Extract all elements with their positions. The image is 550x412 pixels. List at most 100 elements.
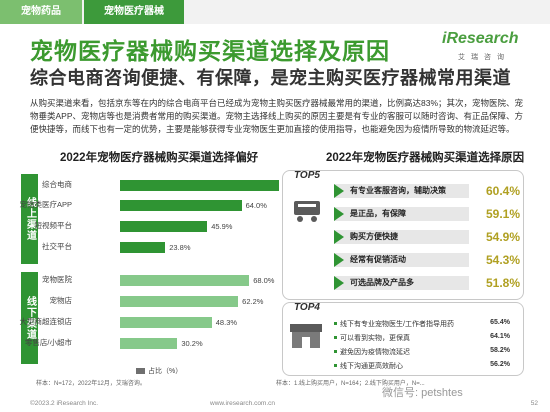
bar-row: 综合电商83.7% (40, 178, 304, 192)
footer-website[interactable]: www.iresearch.com.cn (210, 400, 276, 407)
cart-icon (294, 201, 320, 222)
bar-row: 零售店/小超市 30.2% (25, 336, 280, 350)
bar-value-label: 30.2% (181, 339, 203, 348)
description-paragraph: 从购买渠道来看，包括京东等在内的综合电商平台已经成为宠物主购买医疗器械最常用的渠… (30, 98, 524, 134)
reason-label: 可选品牌及产品多 (350, 278, 414, 287)
bar-value-label: 62.2% (242, 297, 264, 306)
tab-pet-medical-device[interactable]: 宠物医疗器械 (84, 0, 184, 24)
bar (120, 180, 280, 191)
bar-row: 宠物类医疗APP 64.0% (19, 198, 280, 212)
top5-badge: TOP5 (294, 170, 320, 181)
logo-text: iResearch (442, 30, 519, 47)
bar-category-label: 宠物类医疗APP (19, 200, 72, 209)
offline-reason-row: 可以看到实物，更保真 64.1% (334, 332, 514, 344)
offline-reason-label: 线下沟通更高效耐心 (340, 363, 403, 370)
bar-value-label: 23.8% (169, 243, 191, 252)
reason-label: 是正品，有保障 (350, 209, 406, 218)
bar-value-label: 45.9% (211, 222, 233, 231)
offline-reason-row: 线下有专业宠物医生/工作者指导用药 65.4% (334, 318, 514, 330)
chevron-icon (334, 276, 344, 290)
bar-category-label: 零售店/小超市 (24, 338, 72, 347)
top4-badge: TOP4 (294, 302, 320, 313)
offline-reason-row: 线下沟通更高效耐心 56.2% (334, 360, 514, 372)
offline-reason-label: 避免因为疫情物流延迟 (340, 349, 410, 356)
left-chart-title: 2022年宠物医疗器械购买渠道选择偏好 (60, 152, 259, 164)
bar (120, 338, 178, 349)
iresearch-logo: iResearch 艾瑞咨询 (442, 30, 522, 70)
bar-value-label: 64.0% (245, 201, 267, 210)
bar-row: 短视频平台 45.9% (35, 219, 280, 233)
right-sample-note: 样本：1.线上购买用户，N=164；2.线下购买用户，N=... (276, 381, 425, 387)
tab-pet-medicine[interactable]: 宠物药品 (0, 0, 82, 24)
bar (120, 296, 239, 307)
chevron-icon (334, 230, 344, 244)
bar-value-label: 48.3% (215, 318, 238, 327)
offline-reason-value: 64.1% (490, 333, 510, 340)
bar-category-label: 短视频平台 (34, 221, 73, 230)
legend-label: 占比（%） (148, 368, 183, 375)
footer-page-number: 52 (530, 400, 538, 407)
online-reason-row: 是正品，有保障 59.1% (334, 207, 524, 224)
offline-reason-value: 65.4% (490, 319, 510, 326)
reason-value: 51.8% (485, 276, 520, 290)
reason-background (334, 184, 469, 198)
offline-reason-label: 可以看到实物，更保真 (340, 335, 410, 342)
chevron-icon (334, 253, 344, 267)
reason-label: 有专业客服咨询，辅助决策 (350, 186, 446, 195)
reason-label: 购买方便快捷 (350, 232, 398, 241)
bar-row: 宠物医院 68.0% (40, 273, 280, 287)
offline-reason-value: 56.2% (490, 361, 510, 368)
online-reason-row: 经常有促销活动 54.3% (334, 253, 524, 270)
bar (120, 221, 208, 232)
footer: ©2023.2 iResearch Inc. www.iresearch.com… (0, 396, 550, 412)
reason-value: 54.3% (485, 253, 520, 267)
reason-background (334, 253, 469, 267)
reason-background (334, 207, 469, 221)
bar-row: 社交平台 23.8% (40, 240, 280, 254)
bullet-icon (334, 322, 337, 325)
bar (120, 242, 166, 253)
reason-value: 59.1% (485, 207, 520, 221)
reason-background (334, 230, 469, 244)
bar (120, 275, 250, 286)
offline-reasons-box (282, 302, 524, 376)
chevron-icon (334, 207, 344, 221)
bar (120, 200, 242, 211)
bar-row: 宠物店 62.2% (40, 294, 280, 308)
left-sample-note: 样本：N=172，2022年12月，艾瑞咨询。 (36, 381, 146, 387)
bar-row: 大型商超连锁店 48.3% (20, 315, 280, 329)
page-subtitle: 综合电商咨询便捷、有保障，是宠主购买医疗器械常用渠道 (30, 68, 511, 88)
wechat-watermark: 微信号: petshtes (382, 387, 463, 399)
footer-copyright: ©2023.2 iResearch Inc. (30, 400, 99, 407)
page-title: 宠物医疗器械购买渠道选择及原因 (30, 38, 390, 64)
store-icon (290, 324, 322, 348)
online-reason-row: 购买方便快捷 54.9% (334, 230, 524, 247)
bullet-icon (334, 350, 337, 353)
offline-reason-label: 线下有专业宠物医生/工作者指导用药 (340, 321, 454, 328)
right-chart-title: 2022年宠物医疗器械购买渠道选择原因 (326, 152, 525, 164)
online-reason-row: 可选品牌及产品多 51.8% (334, 276, 524, 293)
bar-category-label: 综合电商 (42, 180, 72, 189)
reason-label: 经常有促销活动 (350, 255, 406, 264)
bar-category-label: 宠物店 (49, 296, 73, 305)
bar-category-label: 大型商超连锁店 (19, 317, 73, 326)
chevron-icon (334, 184, 344, 198)
offline-reason-value: 58.2% (490, 347, 510, 354)
bar (120, 317, 212, 328)
reason-value: 54.9% (485, 230, 520, 244)
top-tabs: 宠物药品 宠物医疗器械 (0, 0, 550, 24)
online-reason-row: 有专业客服咨询，辅助决策 60.4% (334, 184, 524, 201)
bar-category-label: 宠物医院 (42, 275, 72, 284)
bar-category-label: 社交平台 (42, 242, 72, 251)
group-label-online: 线上渠道 (21, 174, 38, 264)
chart-legend: 占比（%） (136, 366, 182, 376)
offline-reason-row: 避免因为疫情物流延迟 58.2% (334, 346, 514, 358)
logo-cn: 艾瑞咨询 (458, 54, 510, 61)
bar-value-label: 68.0% (253, 276, 275, 285)
bullet-icon (334, 364, 337, 367)
bullet-icon (334, 336, 337, 339)
group-label-offline: 线下渠道 (21, 272, 38, 364)
legend-swatch (136, 368, 145, 375)
reason-background (334, 276, 469, 290)
reason-value: 60.4% (485, 184, 520, 198)
